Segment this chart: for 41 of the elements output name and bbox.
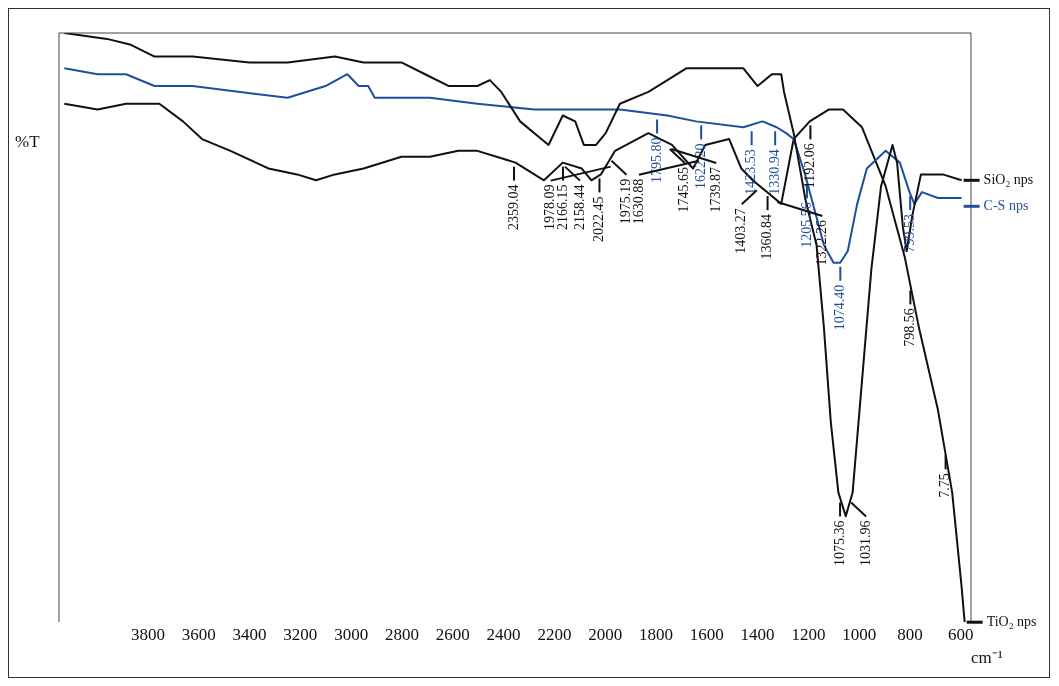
x-tick-label: 1600: [689, 624, 724, 644]
x-axis-title: cm⁻¹: [971, 648, 1003, 668]
legend-label: TiO₂ nps: [986, 613, 1037, 629]
annotation: 1330.94: [766, 149, 782, 195]
annotation: 1205.56: [798, 202, 814, 248]
legend-label: C-S nps: [983, 197, 1029, 213]
x-tick-label: 600: [948, 624, 974, 644]
x-tick-label: 1400: [740, 624, 775, 644]
x-tick-label: 1800: [638, 624, 673, 644]
annotation: 1031.96: [857, 520, 873, 566]
annotation: 1192.06: [802, 143, 818, 189]
annotation: 1074.40: [831, 284, 847, 331]
x-tick-label: 3800: [130, 624, 165, 644]
annotation: 1403.27: [733, 208, 749, 254]
x-tick-label: 3400: [232, 624, 267, 644]
x-tick-label: 800: [897, 624, 923, 644]
x-tick-label: 2400: [486, 624, 521, 644]
annotation: 1739.87: [707, 166, 723, 213]
annotation: 2022.45: [591, 196, 607, 242]
annotation: 799.53: [901, 214, 917, 253]
x-tick-label: 2000: [588, 624, 623, 644]
x-tick-label: 2600: [435, 624, 470, 644]
legend-label: SiO₂ nps: [983, 171, 1034, 187]
annotation: 1795.80: [648, 137, 664, 183]
x-tick-label: 3000: [334, 624, 369, 644]
annotation: 2158.44: [571, 184, 587, 231]
annotation: 2359.04: [505, 184, 521, 231]
x-tick-label: 2800: [384, 624, 419, 644]
annotation: 1745.65: [676, 166, 692, 213]
x-tick-label: 3600: [181, 624, 216, 644]
x-tick-label: 1000: [842, 624, 877, 644]
x-tick-label: 1200: [791, 624, 826, 644]
annotation: 1075.36: [831, 520, 847, 566]
y-axis-title: %T: [15, 132, 41, 152]
annotation: 1622.20: [692, 143, 708, 189]
x-tick-label: 3200: [283, 624, 318, 644]
annotation: 1360.84: [759, 214, 775, 260]
annotation: 798.56: [902, 308, 918, 347]
x-tick-label: 2200: [537, 624, 572, 644]
annotation: 7.75: [937, 473, 953, 498]
annotation: 1423.53: [743, 149, 759, 195]
